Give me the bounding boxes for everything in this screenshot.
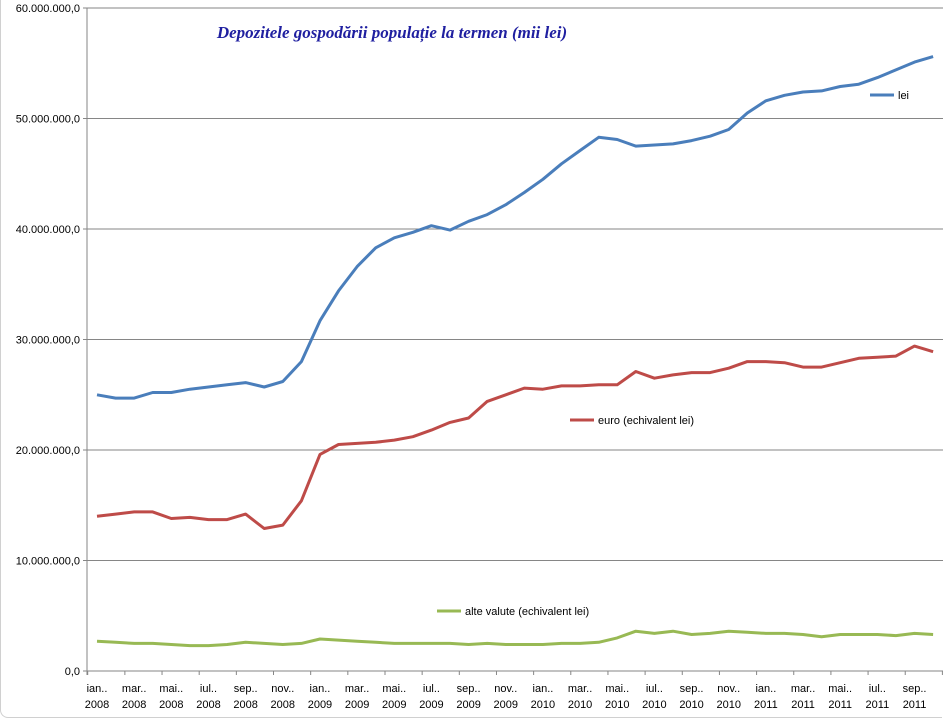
x-tick-label-month: nov..: [494, 683, 517, 695]
x-tick-label-month: mai..: [159, 683, 183, 695]
legend-label: alte valute (echivalent lei): [465, 606, 589, 618]
x-tick-label-year: 2009: [494, 699, 518, 711]
x-tick-label-month: ian..: [87, 683, 108, 695]
x-tick-label-month: ian..: [533, 683, 554, 695]
x-tick-label-year: 2010: [716, 699, 740, 711]
x-tick-label-year: 2009: [456, 699, 480, 711]
gridlines: [83, 7, 943, 672]
x-tick-label-year: 2008: [85, 699, 109, 711]
x-tick-label-year: 2009: [308, 699, 332, 711]
y-tick-label: 50.000.000,0: [16, 114, 80, 126]
series-line-lei: [96, 55, 934, 400]
legend-label: lei: [898, 90, 909, 102]
x-tick-label-month: mar..: [791, 683, 815, 695]
series-lines: [96, 55, 934, 648]
y-axis-ticks: 0,0 10.000.000,0 20.000.000,0 30.000.000,0 4…: [16, 3, 80, 678]
x-tick-label-month: iul..: [200, 683, 217, 695]
chart-title: Depozitele gospodării populație la terme…: [216, 23, 567, 43]
x-tick-label-year: 2011: [828, 699, 852, 711]
y-tick-label: 60.000.000,0: [16, 3, 80, 15]
x-tick-label-month: sep..: [680, 683, 704, 695]
x-tick-label-year: 2008: [122, 699, 146, 711]
x-tick-label-year: 2010: [531, 699, 555, 711]
x-tick-label-month: sep..: [903, 683, 927, 695]
series-line-euro: [96, 344, 934, 530]
x-tick-label-year: 2008: [233, 699, 257, 711]
x-tick-label-year: 2011: [754, 699, 778, 711]
x-tick-label-month: ian..: [310, 683, 331, 695]
x-tick-label-year: 2010: [642, 699, 666, 711]
y-tick-label: 10.000.000,0: [16, 556, 80, 568]
x-tick-label-month: sep..: [234, 683, 258, 695]
x-tick-label-year: 2011: [866, 699, 890, 711]
y-tick-label: 0,0: [65, 666, 80, 678]
x-tick-label-year: 2008: [271, 699, 295, 711]
x-tick-label-month: nov..: [271, 683, 294, 695]
x-tick-label-month: mar..: [568, 683, 592, 695]
x-tick-label-month: iul..: [646, 683, 663, 695]
x-tick-label-year: 2010: [605, 699, 629, 711]
x-tick-label-month: mai..: [828, 683, 852, 695]
x-tick-label-year: 2010: [568, 699, 592, 711]
x-tick-label-year: 2008: [159, 699, 183, 711]
x-tick-label-month: mar..: [122, 683, 146, 695]
y-tick-label: 20.000.000,0: [16, 445, 80, 457]
x-axis: ian.. 2008 mar.. 2008 mai.. 2008 iul.. 2008 sep.…: [85, 8, 943, 711]
x-tick-label-year: 2009: [345, 699, 369, 711]
x-tick-label-month: mar..: [345, 683, 369, 695]
y-tick-label: 30.000.000,0: [16, 335, 80, 347]
x-tick-label-month: iul..: [423, 683, 440, 695]
x-tick-label-year: 2010: [679, 699, 703, 711]
x-tick-label-month: ian..: [755, 683, 776, 695]
x-tick-label-month: mai..: [605, 683, 629, 695]
x-tick-label-year: 2011: [791, 699, 815, 711]
x-tick-label-year: 2011: [903, 699, 927, 711]
legend: lei euro (echivalent lei) alte valute (ech…: [437, 90, 909, 618]
x-tick-label-month: iul..: [869, 683, 886, 695]
x-tick-label-month: mai..: [382, 683, 406, 695]
legend-label: euro (echivalent lei): [598, 415, 694, 427]
x-tick-label-year: 2009: [382, 699, 406, 711]
x-tick-label-year: 2009: [419, 699, 443, 711]
x-tick-label-year: 2008: [196, 699, 220, 711]
x-tick-label-month: nov..: [717, 683, 740, 695]
series-line-alte-valute: [96, 629, 934, 648]
x-tick-label-month: sep..: [457, 683, 481, 695]
y-tick-label: 40.000.000,0: [16, 224, 80, 236]
